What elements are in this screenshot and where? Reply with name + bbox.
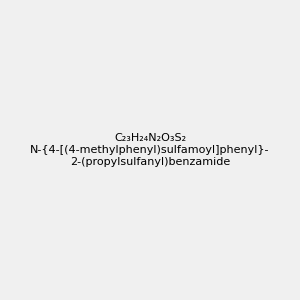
Text: C₂₃H₂₄N₂O₃S₂
N-{4-[(4-methylphenyl)sulfamoyl]phenyl}-
2-(propylsulfanyl)benzamid: C₂₃H₂₄N₂O₃S₂ N-{4-[(4-methylphenyl)sulfa…: [30, 134, 270, 166]
